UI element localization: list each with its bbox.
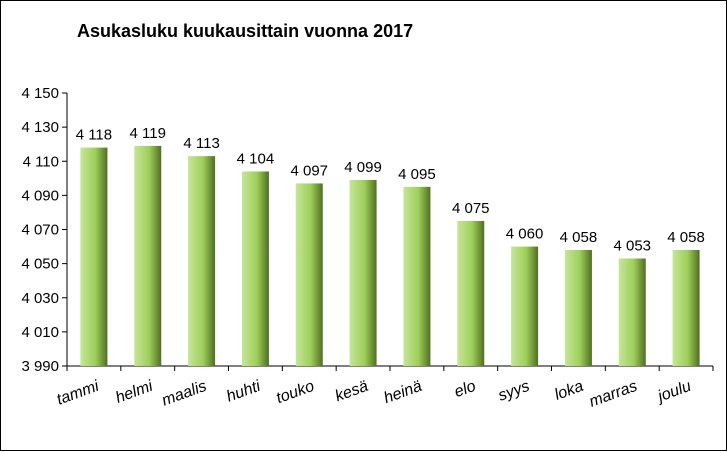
data-label-marras: 4 053 — [613, 238, 651, 255]
x-tick-label-joulu: joulu — [654, 378, 694, 406]
x-tick-label-kesä: kesä — [333, 378, 371, 406]
data-label-elo: 4 075 — [452, 200, 490, 217]
data-label-heinä: 4 095 — [398, 166, 436, 183]
bar-joulu — [672, 249, 700, 366]
data-label-loka: 4 058 — [560, 229, 598, 246]
data-label-syys: 4 060 — [506, 226, 544, 243]
y-tick-label: 4 070 — [21, 222, 59, 239]
bar-elo — [457, 220, 485, 366]
y-tick-label: 4 050 — [21, 256, 59, 273]
bar-helmi — [134, 145, 162, 366]
bar-touko — [295, 183, 323, 366]
bar-marras — [618, 258, 646, 366]
y-tick-label: 4 010 — [21, 324, 59, 341]
x-tick-label-touko: touko — [274, 378, 317, 407]
bar-loka — [564, 249, 592, 366]
y-tick-label: 3 990 — [21, 358, 59, 375]
data-labels: 4 118 tammi 4 119 helmi 4 113 maalis 4 104 huht… — [55, 125, 705, 411]
x-tick-label-heinä: heinä — [382, 378, 425, 407]
axes: 3 990 4 010 4 030 4 050 4 070 4 090 4 110 4 130… — [21, 85, 714, 375]
bar-maalis — [188, 156, 216, 366]
x-tick-label-syys: syys — [496, 378, 532, 405]
data-label-maalis: 4 113 — [183, 135, 219, 152]
bar-heinä — [403, 186, 431, 366]
bar-kesä — [349, 180, 377, 366]
bar-syys — [511, 246, 539, 366]
bar-huhti — [241, 171, 269, 366]
data-label-touko: 4 097 — [290, 162, 328, 179]
x-tick-label-maalis: maalis — [160, 378, 209, 410]
y-tick-label: 4 110 — [23, 153, 59, 170]
data-label-tammi: 4 118 — [76, 127, 112, 144]
y-tick-label: 4 030 — [21, 290, 59, 307]
x-tick-label-helmi: helmi — [113, 378, 155, 407]
data-label-kesä: 4 099 — [344, 159, 382, 176]
x-tick-label-loka: loka — [552, 378, 585, 404]
y-tick-label: 4 130 — [21, 119, 59, 136]
y-tick-label: 4 090 — [21, 187, 59, 204]
bar-tammi — [80, 147, 108, 366]
data-label-huhti: 4 104 — [237, 150, 275, 167]
data-label-joulu: 4 058 — [667, 229, 705, 246]
x-tick-label-huhti: huhti — [224, 378, 263, 406]
x-tick-label-tammi: tammi — [55, 378, 102, 409]
x-tick-label-marras: marras — [587, 378, 640, 411]
data-label-helmi: 4 119 — [130, 125, 166, 142]
bars — [80, 145, 700, 366]
y-tick-label: 4 150 — [21, 85, 59, 102]
chart-title: Asukasluku kuukausittain vuonna 2017 — [77, 21, 414, 41]
x-tick-label-elo: elo — [452, 378, 478, 401]
